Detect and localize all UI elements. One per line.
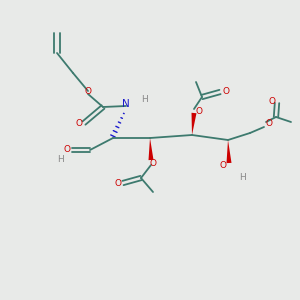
Text: O: O (64, 146, 70, 154)
Text: O: O (266, 119, 272, 128)
Polygon shape (226, 140, 232, 163)
Text: O: O (149, 158, 157, 167)
Text: O: O (220, 161, 226, 170)
Text: O: O (196, 106, 202, 116)
Text: O: O (223, 88, 230, 97)
Text: H: H (238, 172, 245, 182)
Polygon shape (148, 138, 154, 160)
Text: O: O (76, 118, 82, 127)
Text: O: O (268, 97, 275, 106)
Text: O: O (85, 86, 92, 95)
Text: O: O (115, 178, 122, 188)
Polygon shape (191, 113, 196, 135)
Text: H: H (58, 155, 64, 164)
Text: H: H (141, 94, 147, 103)
Text: N: N (122, 99, 130, 109)
